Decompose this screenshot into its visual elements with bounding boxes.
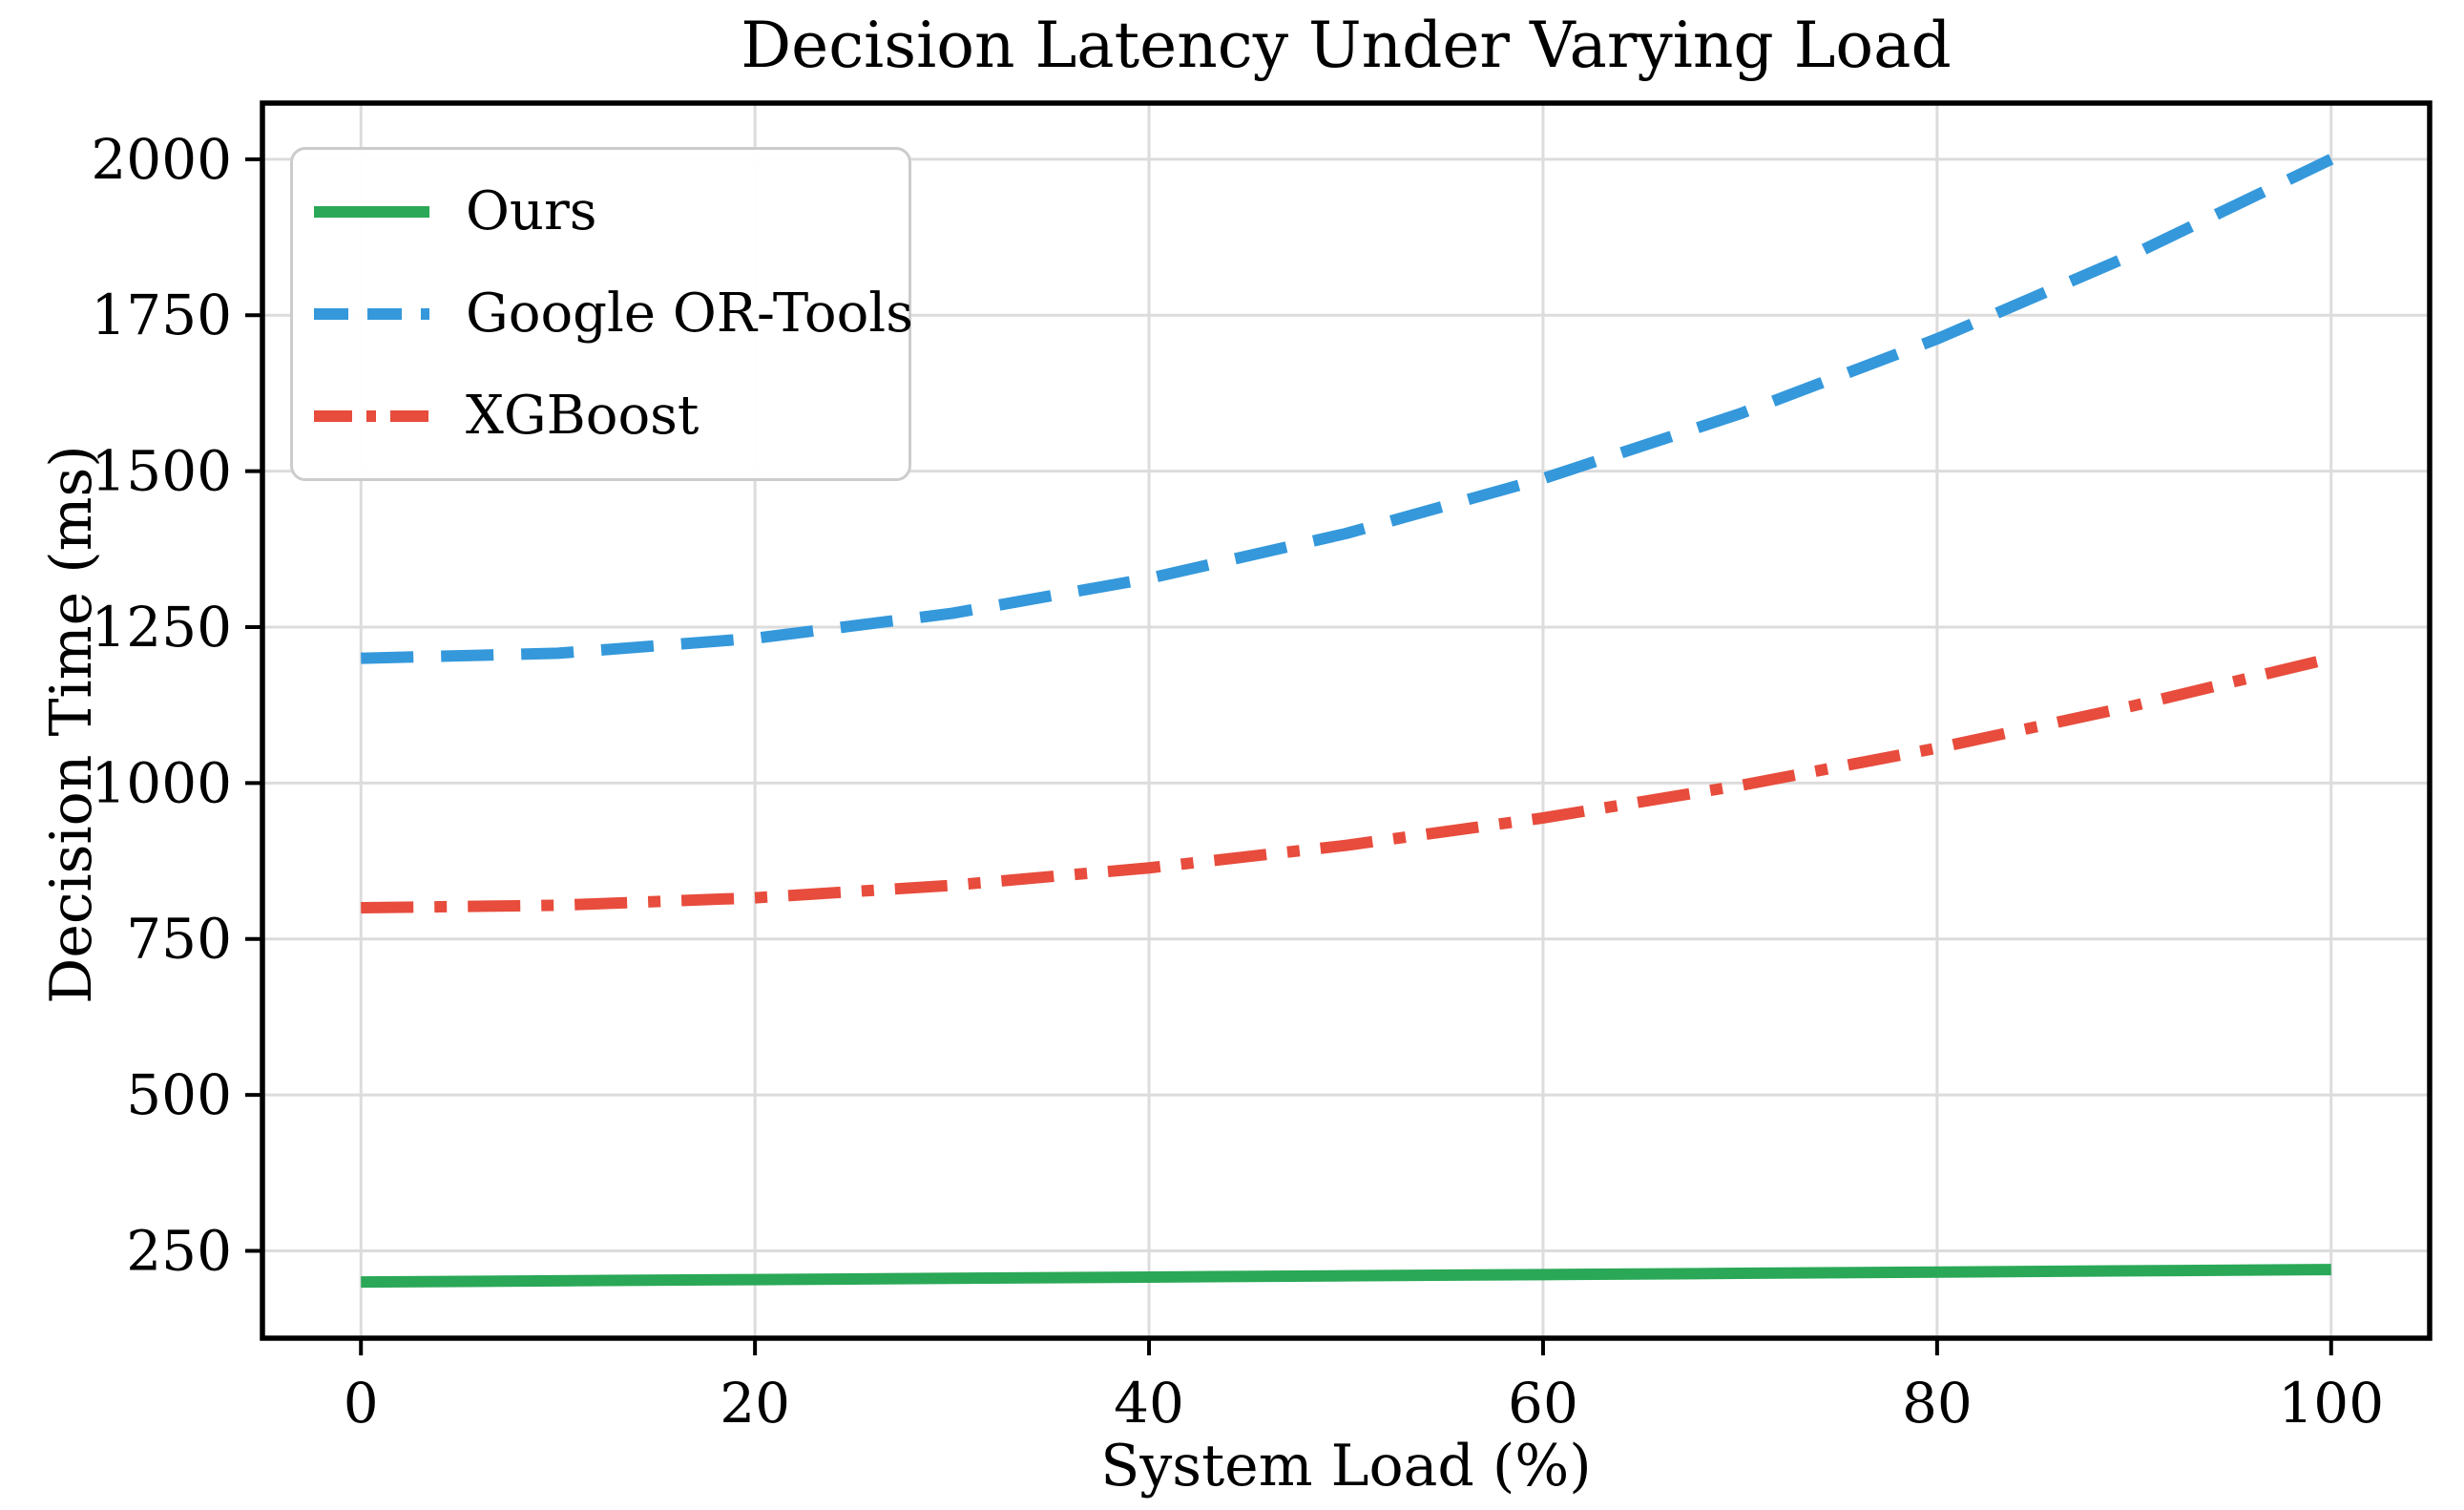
svg-text:1000: 1000	[91, 750, 232, 815]
legend-line-sample-solid	[314, 206, 429, 219]
legend-item: XGBoost	[312, 384, 889, 447]
legend-label: Google OR-Tools	[466, 282, 913, 345]
svg-text:250: 250	[126, 1219, 232, 1284]
legend-line-sample-dashdot	[314, 409, 429, 422]
svg-text:1500: 1500	[91, 439, 232, 504]
legend-line-sample-dashed	[314, 307, 429, 320]
svg-text:0: 0	[344, 1371, 379, 1436]
svg-text:80: 80	[1902, 1371, 1973, 1436]
legend-label: Ours	[466, 180, 597, 243]
legend: Ours Google OR-Tools XGBoost	[290, 147, 913, 481]
svg-text:20: 20	[720, 1371, 790, 1436]
y-axis-label: Decision Time (ms)	[38, 445, 105, 1004]
x-axis-label: System Load (%)	[1100, 1433, 1592, 1500]
svg-text:1750: 1750	[91, 283, 232, 347]
svg-text:750: 750	[126, 907, 232, 972]
svg-text:100: 100	[2278, 1371, 2384, 1436]
svg-text:500: 500	[126, 1062, 232, 1127]
svg-text:60: 60	[1508, 1371, 1578, 1436]
chart-title: Decision Latency Under Varying Load	[741, 9, 1952, 82]
legend-item: Google OR-Tools	[312, 284, 913, 343]
svg-text:1250: 1250	[91, 595, 232, 660]
legend-label: XGBoost	[466, 384, 700, 447]
svg-text:40: 40	[1114, 1371, 1184, 1436]
legend-item: Ours	[312, 183, 889, 241]
svg-text:2000: 2000	[91, 127, 232, 192]
